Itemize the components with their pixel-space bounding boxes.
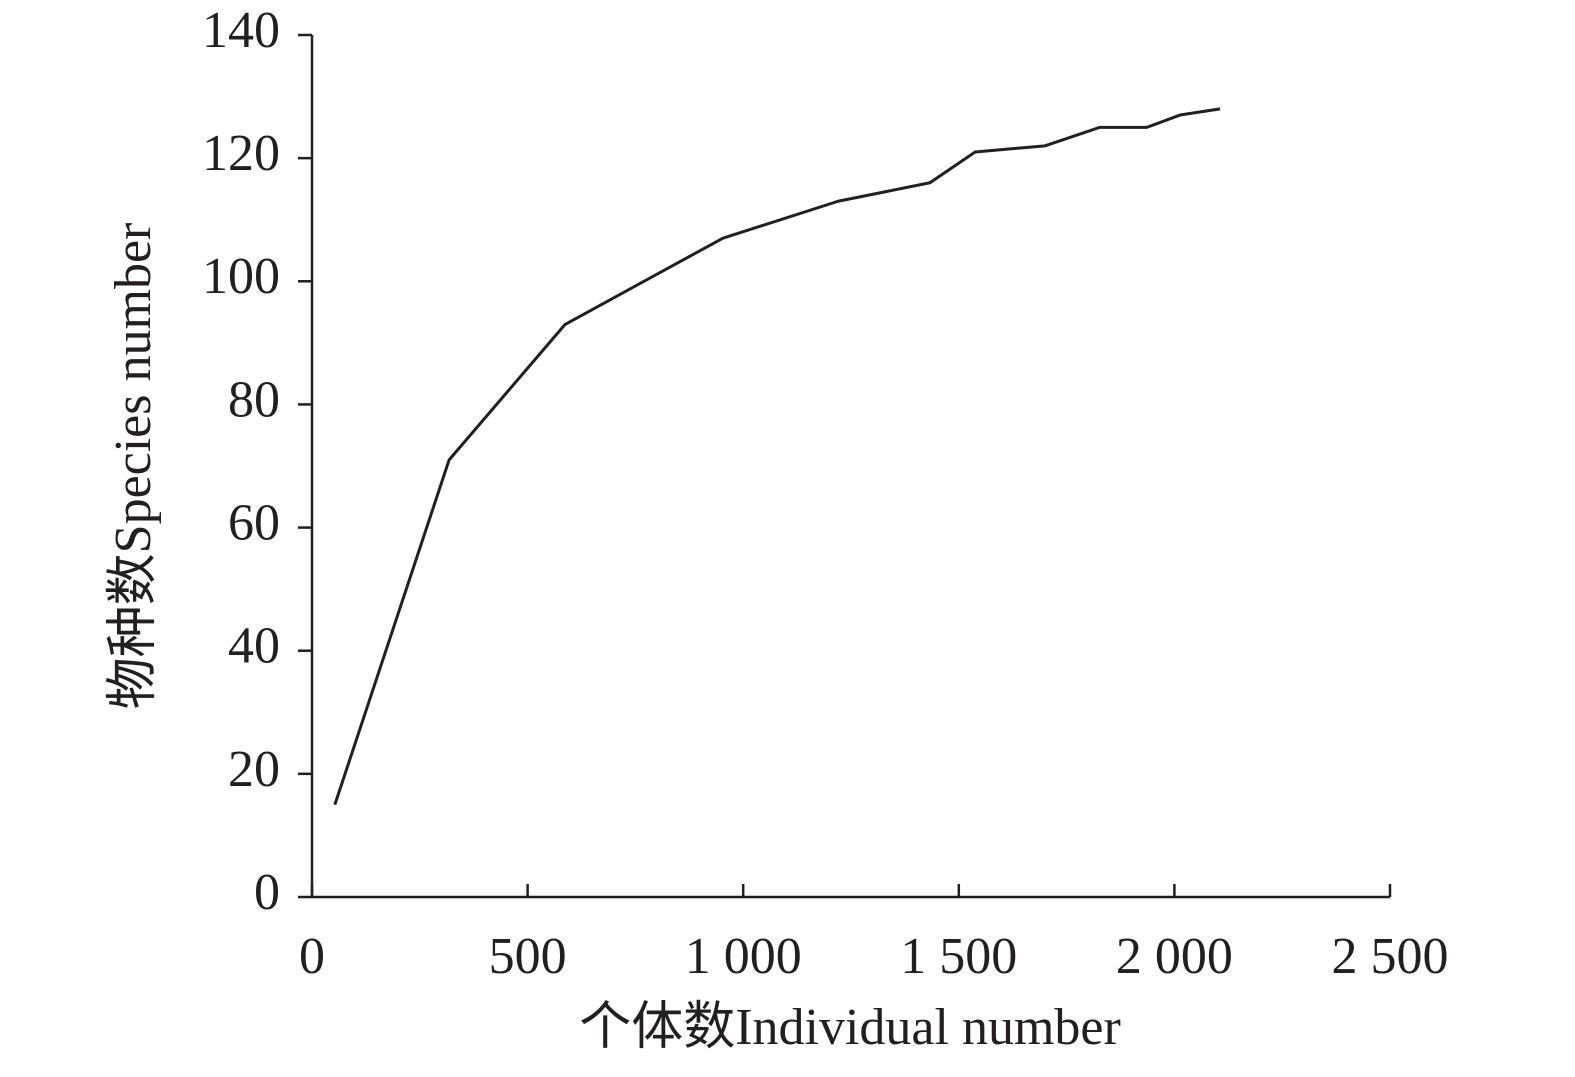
x-tick-label: 2 500 bbox=[1332, 928, 1449, 985]
x-tick-label: 1 000 bbox=[685, 928, 802, 985]
y-tick-label: 0 bbox=[254, 864, 280, 921]
y-tick-label: 80 bbox=[228, 371, 280, 428]
x-tick-label: 0 bbox=[299, 928, 325, 985]
y-axis-label: 物种数Species number bbox=[105, 223, 162, 710]
y-tick-label: 60 bbox=[228, 495, 280, 552]
x-tick-label: 2 000 bbox=[1116, 928, 1233, 985]
y-tick-label: 140 bbox=[202, 2, 280, 59]
y-tick-label: 100 bbox=[202, 248, 280, 305]
x-tick-label: 1 500 bbox=[900, 928, 1017, 985]
x-tick-label: 500 bbox=[489, 928, 567, 985]
data-line bbox=[333, 107, 1221, 806]
y-tick-label: 20 bbox=[228, 741, 280, 798]
x-axis-label: 个体数Individual number bbox=[579, 999, 1121, 1056]
y-tick-label: 40 bbox=[228, 618, 280, 675]
y-tick-label: 120 bbox=[202, 125, 280, 182]
